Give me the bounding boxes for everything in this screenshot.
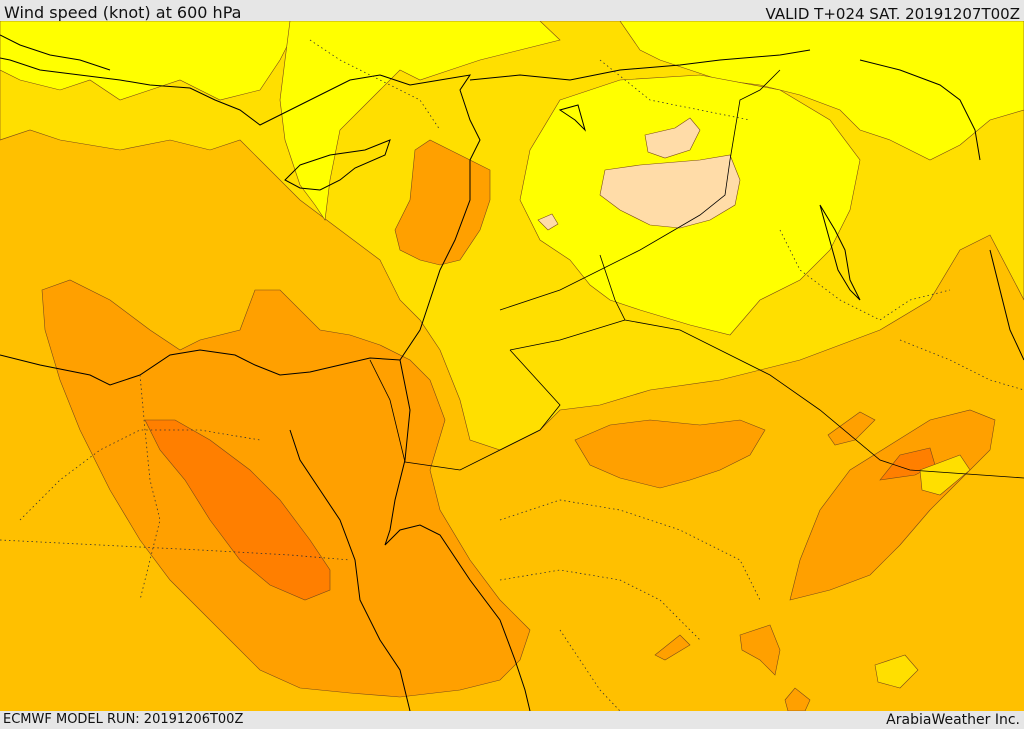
map-area: [0, 21, 1024, 711]
admin-borders: [0, 39, 1024, 711]
wind-band-orange-levant: [394, 139, 491, 266]
coastlines: [0, 34, 1024, 711]
wind-band-orange-blob-1: [739, 624, 781, 676]
map-title: Wind speed (knot) at 600 hPa: [4, 3, 242, 22]
wind-band-calm-1: [599, 154, 741, 229]
valid-time-label: VALID T+024 SAT. 20191207T00Z: [765, 5, 1020, 23]
country-borders: [369, 69, 1024, 479]
footer-bar: ECMWF MODEL RUN: 20191206T00Z ArabiaWeat…: [0, 711, 1024, 729]
wind-band-yellow-south-1: [874, 654, 919, 689]
wind-band-calm-3: [537, 213, 559, 231]
wind-band-orange-central: [574, 419, 766, 489]
wind-band-orange-east: [789, 409, 996, 601]
wind-band-yellow-nw: [0, 21, 301, 101]
wind-band-orange-blob-4: [827, 411, 876, 446]
wind-band-calm-2: [644, 117, 701, 159]
wind-band-deep-orange-east: [879, 447, 936, 481]
wind-band-yellow-south-2: [919, 454, 971, 496]
wind-band-yellow-north: [279, 21, 561, 221]
wind-band-orange-west: [41, 279, 531, 698]
wind-speed-map: [0, 21, 1024, 711]
model-run-label: ECMWF MODEL RUN: 20191206T00Z: [3, 712, 244, 727]
wind-band-orange-blob-3: [784, 687, 811, 711]
credit-label: ArabiaWeather Inc.: [886, 712, 1020, 728]
header-bar: Wind speed (knot) at 600 hPa VALID T+024…: [0, 0, 1024, 23]
wind-band-orange-blob-2: [654, 634, 691, 661]
